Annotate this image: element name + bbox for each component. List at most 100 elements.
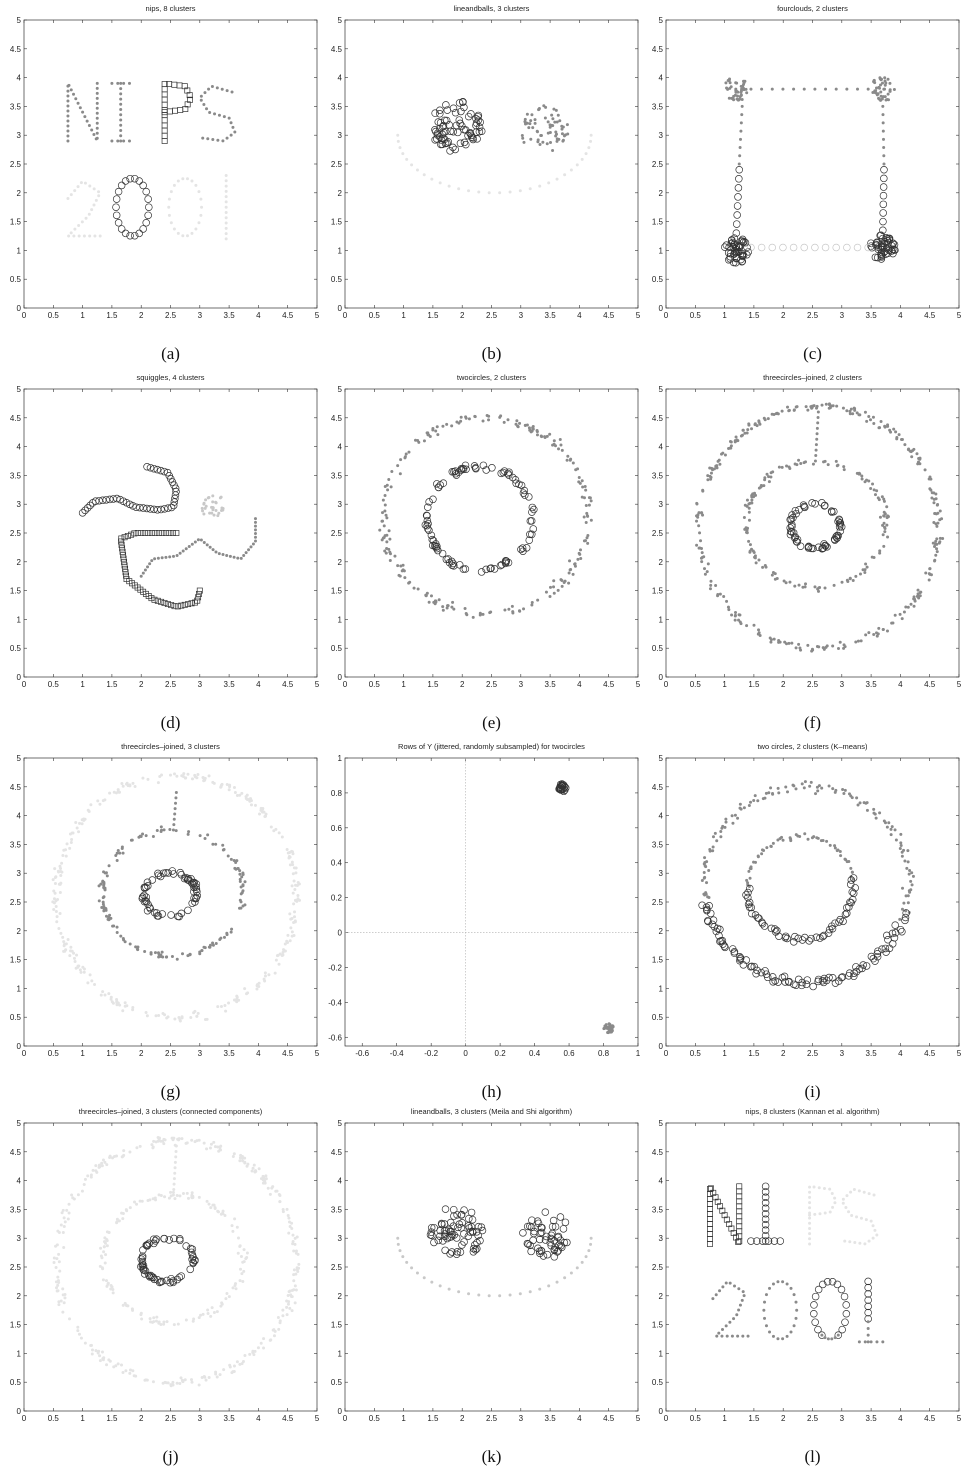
data-point (139, 574, 143, 578)
data-point (529, 1236, 537, 1245)
data-point (139, 1313, 143, 1317)
data-point (511, 611, 515, 615)
data-point (174, 1155, 178, 1159)
x-tick-label: -0.4 (390, 1049, 404, 1058)
data-point (606, 1031, 610, 1035)
data-point (467, 189, 471, 193)
data-point (166, 1278, 174, 1287)
panel-title: twocircles, 2 clusters (457, 373, 526, 382)
series-3 (745, 832, 855, 889)
data-point (833, 1280, 842, 1289)
data-point (856, 87, 860, 91)
data-point (464, 112, 473, 121)
data-point (576, 557, 580, 561)
data-point (740, 237, 748, 246)
data-point (114, 219, 123, 227)
data-point (441, 605, 445, 609)
data-point (103, 1236, 107, 1240)
data-point (888, 428, 892, 432)
data-point (292, 1273, 296, 1277)
data-point (52, 1256, 56, 1260)
data-point (216, 138, 220, 142)
data-point (82, 970, 86, 974)
data-point (859, 639, 863, 643)
data-point (124, 533, 131, 539)
data-point (224, 189, 228, 193)
data-point (87, 212, 91, 216)
data-point (106, 1282, 110, 1286)
data-point (259, 808, 263, 812)
data-point (741, 1290, 745, 1294)
data-point (157, 952, 161, 956)
data-point (561, 1218, 570, 1227)
data-point (69, 88, 73, 92)
series-8 (112, 174, 153, 240)
data-point (171, 81, 178, 88)
y-tick-label: 5 (338, 16, 343, 25)
data-point (833, 534, 841, 543)
data-point (838, 640, 842, 644)
data-point (580, 495, 584, 499)
y-tick-label: 4.5 (10, 414, 22, 423)
data-point (882, 514, 886, 518)
data-point (151, 1237, 160, 1245)
data-point (808, 1201, 812, 1205)
data-point (736, 1198, 743, 1205)
data-point (788, 467, 792, 471)
data-point (788, 511, 796, 519)
x-tick-label: 0 (22, 1049, 27, 1058)
data-point (240, 1272, 244, 1276)
x-tick-label: 3.5 (866, 1414, 878, 1423)
x-tick-label: 4 (256, 680, 261, 689)
data-point (207, 87, 211, 91)
x-tick-label: 4.5 (603, 311, 615, 320)
data-point (283, 942, 287, 946)
data-point (105, 874, 109, 878)
data-point (794, 787, 798, 791)
data-point (846, 898, 854, 906)
data-point (63, 1296, 67, 1300)
data-point (464, 1232, 473, 1240)
data-point (525, 112, 529, 116)
data-point (844, 1205, 848, 1209)
data-point (115, 1001, 119, 1005)
data-point (169, 1383, 173, 1387)
data-point (752, 623, 756, 627)
data-point (813, 585, 817, 589)
data-point (180, 1137, 184, 1141)
data-point (476, 118, 484, 126)
data-point (165, 1236, 173, 1244)
data-point (159, 530, 166, 536)
data-point (291, 872, 295, 876)
x-tick-label: 2 (781, 680, 786, 689)
data-point (589, 1242, 593, 1246)
data-point (75, 826, 79, 830)
x-tick-label: 4 (577, 1414, 582, 1423)
data-point (95, 136, 99, 140)
data-point (449, 127, 458, 136)
panel-label: (a) (161, 344, 180, 363)
data-point (189, 1378, 193, 1382)
data-point (750, 427, 754, 431)
data-point (208, 110, 212, 114)
data-point (806, 408, 810, 412)
data-point (159, 1194, 163, 1198)
y-tick-label: 1.5 (652, 218, 664, 227)
data-point (451, 145, 460, 154)
data-point (116, 849, 120, 853)
data-point (897, 433, 901, 437)
x-tick-label: 4 (898, 1414, 903, 1423)
data-point (173, 530, 180, 536)
data-point (747, 909, 756, 918)
y-tick-label: 0 (17, 1407, 22, 1416)
data-point (52, 1260, 56, 1264)
data-point (93, 234, 97, 238)
data-point (866, 1340, 870, 1344)
y-tick-label: 4.5 (10, 45, 22, 54)
data-point (199, 197, 203, 201)
data-point (439, 479, 448, 487)
y-tick-label: 3 (17, 500, 22, 509)
data-point (732, 229, 741, 237)
data-point (767, 480, 771, 484)
data-point (906, 860, 910, 864)
